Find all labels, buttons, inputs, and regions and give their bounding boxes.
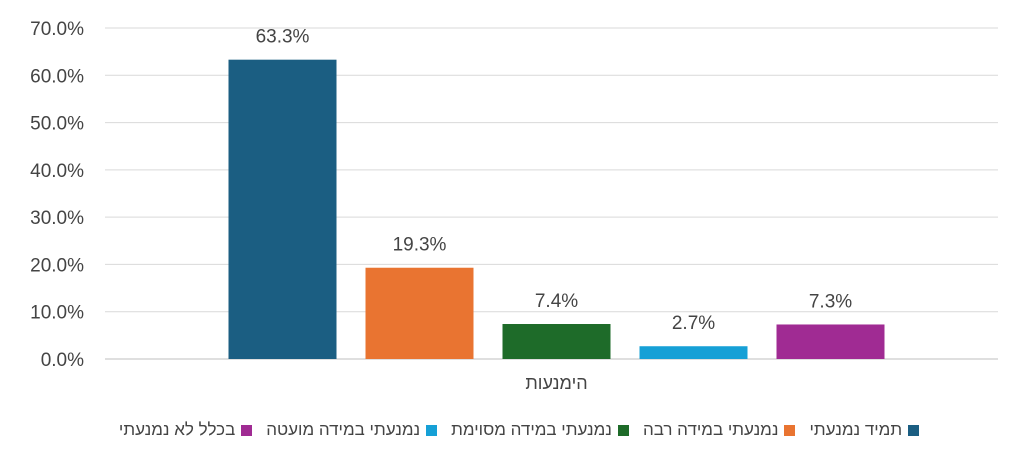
bar [502, 324, 611, 359]
bar [228, 59, 337, 359]
legend-item: נמנעתי במידה מועטה [266, 420, 438, 440]
data-label: 19.3% [393, 235, 447, 256]
y-tick-label: 40.0% [30, 161, 84, 182]
y-tick-label: 0.0% [41, 350, 84, 371]
x-category-label: הימנעות [525, 373, 587, 393]
y-tick-label: 70.0% [30, 19, 84, 40]
legend-label: בכלל לא נמנעתי [118, 420, 236, 439]
legend-label: נמנעתי במידה מסוימת [451, 420, 612, 439]
bar [639, 346, 748, 359]
y-tick-label: 30.0% [30, 208, 84, 229]
y-tick-label: 50.0% [30, 114, 84, 135]
y-tick-label: 10.0% [30, 303, 84, 324]
y-tick-label: 60.0% [30, 66, 84, 87]
legend-label: נמנעתי במידה מועטה [266, 420, 421, 439]
data-label: 63.3% [256, 27, 310, 48]
data-label: 2.7% [672, 313, 715, 334]
legend-label: תמיד נמנעתי [809, 420, 903, 439]
legend-label: נמנעתי במידה רבה [642, 420, 779, 439]
data-label: 7.4% [535, 291, 578, 312]
chart-legend: תמיד נמנעתי נמנעתי במידה רבה נמנעתי במידה … [0, 420, 1024, 440]
chart-plot: 0.0% 10.0% 20.0% 30.0% 40.0% 50.0% 60.0% 70.0% 6… [30, 19, 998, 393]
y-tick-label: 20.0% [30, 255, 84, 276]
data-label: 7.3% [809, 291, 852, 312]
legend-swatch [617, 424, 629, 436]
legend-item: נמנעתי במידה רבה [643, 420, 796, 440]
legend-swatch [426, 424, 438, 436]
legend-item: בכלל לא נמנעתי [118, 420, 253, 440]
legend-swatch [908, 424, 920, 436]
legend-item: תמיד נמנעתי [809, 420, 920, 440]
bar [365, 267, 474, 359]
legend-item: נמנעתי במידה מסוימת [451, 420, 629, 440]
bar [776, 324, 885, 359]
legend-swatch [241, 424, 253, 436]
legend-swatch [784, 424, 796, 436]
